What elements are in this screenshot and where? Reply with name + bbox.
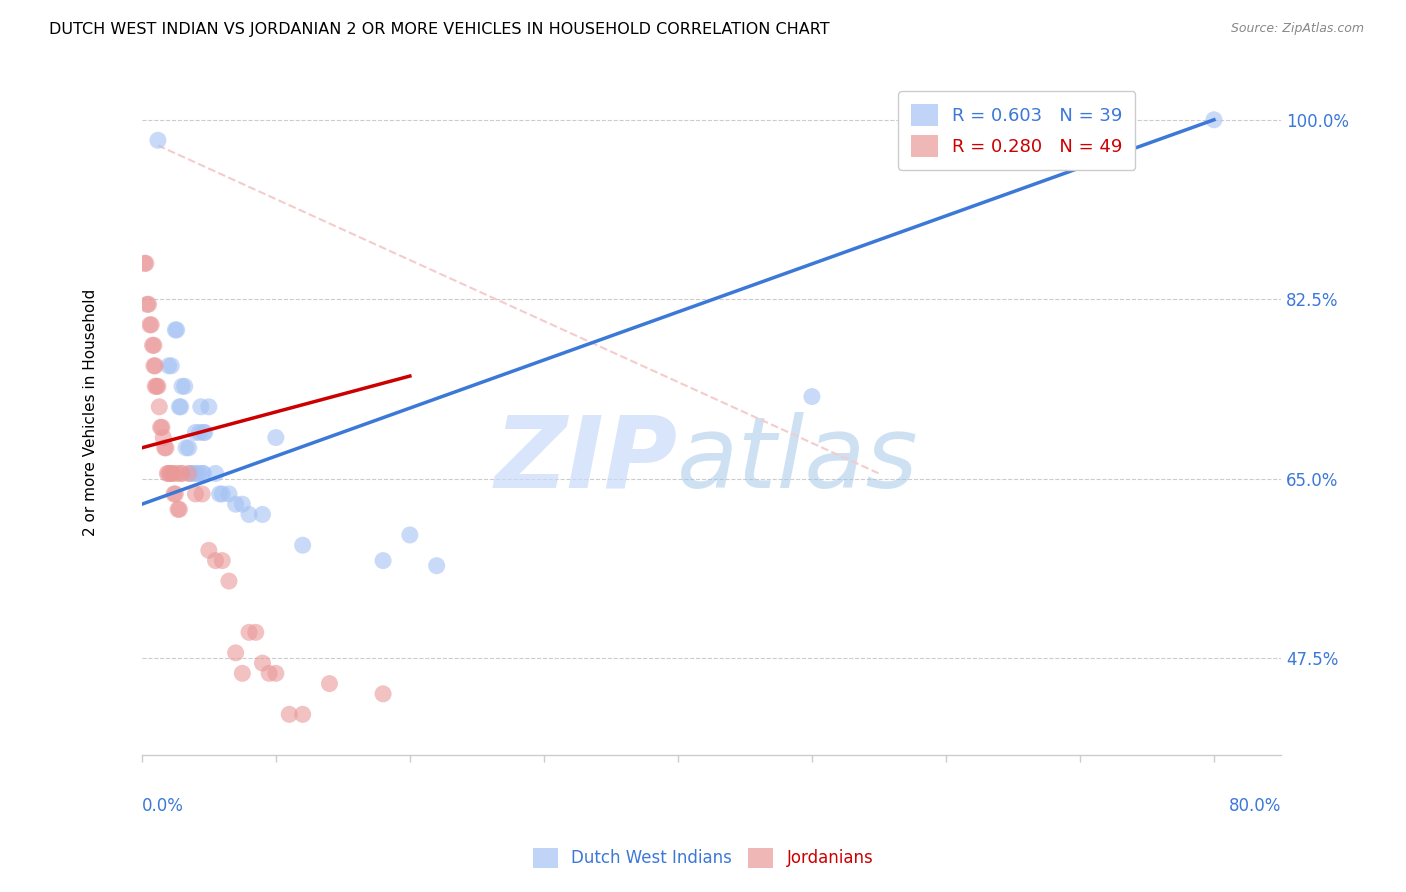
- Point: [218, 487, 240, 501]
- Point: [291, 707, 314, 722]
- Point: [371, 687, 394, 701]
- Point: [143, 379, 166, 393]
- Point: [257, 666, 280, 681]
- Point: [198, 400, 221, 414]
- Point: [148, 400, 170, 414]
- Point: [153, 441, 176, 455]
- Point: [187, 467, 209, 481]
- Text: DUTCH WEST INDIAN VS JORDANIAN 2 OR MORE VEHICLES IN HOUSEHOLD CORRELATION CHART: DUTCH WEST INDIAN VS JORDANIAN 2 OR MORE…: [49, 22, 830, 37]
- Point: [136, 297, 159, 311]
- Point: [371, 553, 394, 567]
- Point: [291, 538, 314, 552]
- Point: [278, 707, 301, 722]
- Point: [138, 297, 160, 311]
- Point: [426, 558, 449, 573]
- Point: [162, 467, 184, 481]
- Point: [165, 487, 187, 501]
- Point: [149, 420, 172, 434]
- Point: [142, 338, 165, 352]
- Point: [179, 467, 201, 481]
- Point: [193, 425, 215, 440]
- Point: [160, 467, 183, 481]
- Text: 0.0%: 0.0%: [142, 797, 184, 814]
- Point: [204, 467, 226, 481]
- Point: [218, 574, 240, 588]
- Point: [169, 400, 191, 414]
- Point: [1202, 112, 1225, 127]
- Point: [174, 441, 197, 455]
- Point: [399, 528, 422, 542]
- Point: [231, 666, 253, 681]
- Point: [163, 487, 186, 501]
- Text: 80.0%: 80.0%: [1229, 797, 1281, 814]
- Point: [135, 256, 157, 270]
- Point: [204, 553, 226, 567]
- Point: [143, 359, 166, 373]
- Point: [142, 359, 165, 373]
- Point: [166, 467, 188, 481]
- Point: [156, 467, 179, 481]
- Point: [184, 425, 207, 440]
- Point: [208, 487, 231, 501]
- Point: [150, 420, 173, 434]
- Point: [177, 441, 200, 455]
- Legend: Dutch West Indians, Jordanians: Dutch West Indians, Jordanians: [526, 841, 880, 875]
- Point: [190, 400, 212, 414]
- Point: [225, 497, 247, 511]
- Point: [134, 256, 156, 270]
- Point: [170, 467, 193, 481]
- Point: [252, 508, 274, 522]
- Point: [141, 318, 163, 332]
- Point: [264, 666, 287, 681]
- Point: [238, 625, 260, 640]
- Point: [173, 379, 195, 393]
- Point: [231, 497, 253, 511]
- Point: [252, 656, 274, 670]
- Point: [167, 502, 190, 516]
- Text: 2 or more Vehicles in Household: 2 or more Vehicles in Household: [83, 288, 98, 535]
- Point: [264, 431, 287, 445]
- Point: [318, 676, 340, 690]
- Point: [194, 425, 217, 440]
- Point: [177, 467, 200, 481]
- Point: [139, 318, 162, 332]
- Point: [184, 487, 207, 501]
- Point: [193, 467, 215, 481]
- Point: [191, 467, 214, 481]
- Point: [170, 467, 193, 481]
- Point: [169, 502, 191, 516]
- Point: [170, 379, 193, 393]
- Text: Source: ZipAtlas.com: Source: ZipAtlas.com: [1230, 22, 1364, 36]
- Legend: R = 0.603   N = 39, R = 0.280   N = 49: R = 0.603 N = 39, R = 0.280 N = 49: [898, 91, 1135, 169]
- Point: [145, 379, 167, 393]
- Point: [181, 467, 204, 481]
- Point: [160, 359, 183, 373]
- Text: ZIP: ZIP: [495, 411, 678, 508]
- Point: [165, 323, 187, 337]
- Point: [142, 338, 165, 352]
- Point: [225, 646, 247, 660]
- Point: [155, 441, 177, 455]
- Point: [211, 553, 233, 567]
- Point: [211, 487, 233, 501]
- Point: [184, 467, 207, 481]
- Point: [245, 625, 267, 640]
- Point: [170, 400, 193, 414]
- Point: [152, 431, 174, 445]
- Point: [188, 425, 211, 440]
- Point: [146, 133, 169, 147]
- Point: [800, 390, 823, 404]
- Point: [166, 323, 188, 337]
- Point: [191, 487, 214, 501]
- Point: [146, 379, 169, 393]
- Point: [159, 467, 181, 481]
- Point: [157, 359, 180, 373]
- Point: [157, 467, 180, 481]
- Point: [198, 543, 221, 558]
- Text: atlas: atlas: [678, 411, 920, 508]
- Point: [238, 508, 260, 522]
